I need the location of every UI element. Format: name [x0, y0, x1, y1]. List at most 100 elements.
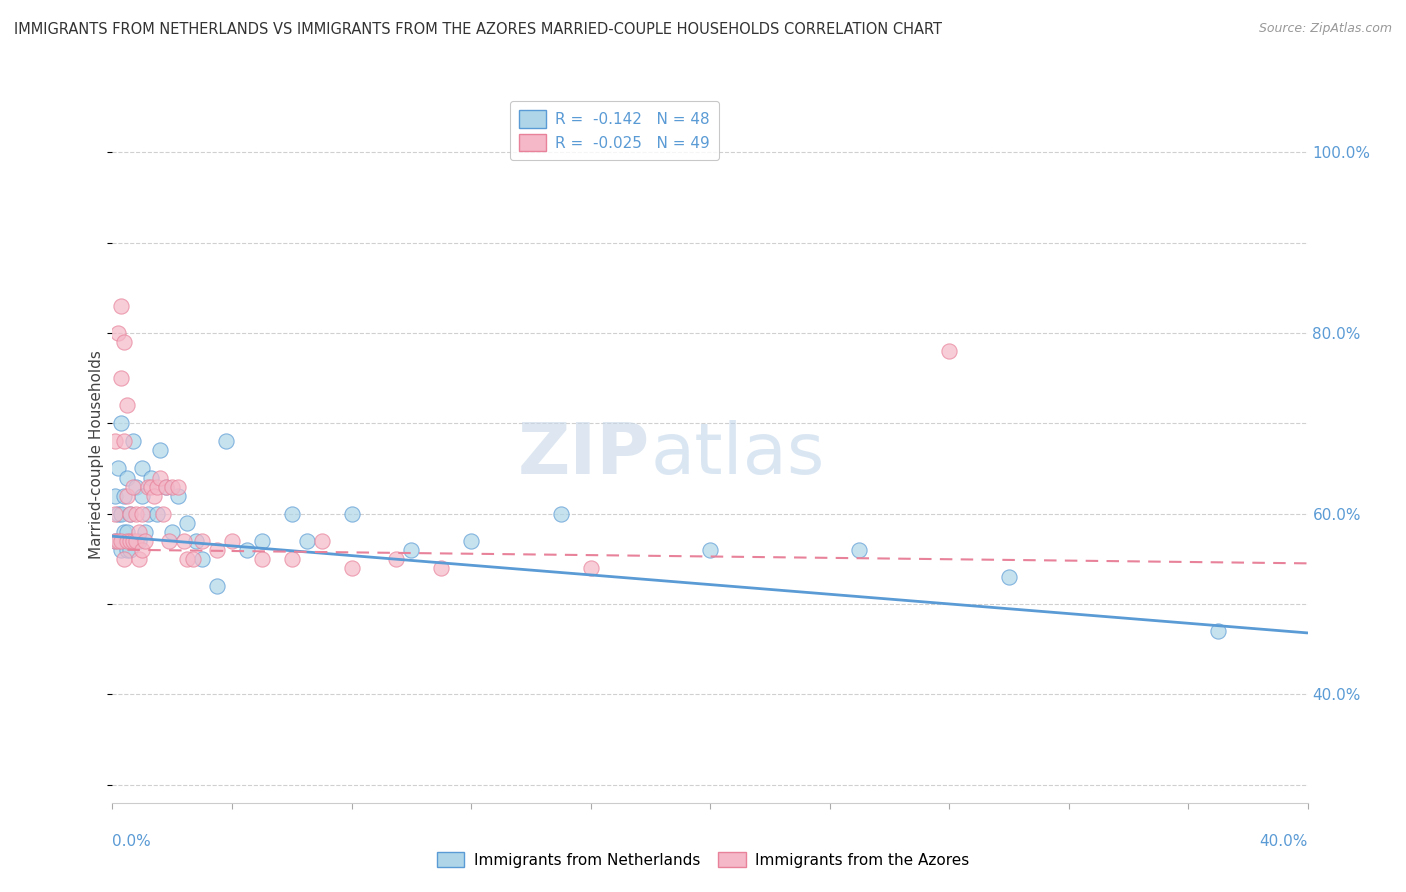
Point [125, 479, 148, 493]
Point [295, 533, 318, 548]
Point [128, 551, 150, 566]
Point [134, 524, 156, 539]
Point [205, 542, 228, 557]
Point [579, 561, 602, 575]
Point [221, 533, 243, 548]
Legend: R =  -0.142   N = 48, R =  -0.025   N = 49: R = -0.142 N = 48, R = -0.025 N = 49 [509, 101, 720, 161]
Text: atlas: atlas [650, 420, 825, 490]
Point [848, 542, 870, 557]
Point [550, 507, 572, 521]
Point [114, 551, 135, 566]
Point [117, 533, 139, 548]
Point [110, 533, 132, 548]
Point [155, 479, 177, 493]
Point [138, 479, 160, 493]
Legend: Immigrants from Netherlands, Immigrants from the Azores: Immigrants from Netherlands, Immigrants … [429, 844, 977, 875]
Point [938, 344, 960, 359]
Point [181, 551, 204, 566]
Point [114, 434, 135, 449]
Point [998, 570, 1021, 584]
Point [176, 551, 198, 566]
Point [120, 533, 142, 548]
Point [120, 507, 142, 521]
Y-axis label: Married-couple Households: Married-couple Households [89, 351, 104, 559]
Point [146, 507, 169, 521]
Point [131, 489, 153, 503]
Point [149, 470, 172, 484]
Point [162, 524, 183, 539]
Point [122, 533, 145, 548]
Point [131, 507, 153, 521]
Point [114, 489, 135, 503]
Point [191, 533, 214, 548]
Point [311, 533, 333, 548]
Point [110, 542, 132, 557]
Point [385, 551, 408, 566]
Point [281, 507, 304, 521]
Text: ZIP: ZIP [517, 420, 650, 490]
Point [173, 533, 195, 548]
Text: Source: ZipAtlas.com: Source: ZipAtlas.com [1258, 22, 1392, 36]
Point [104, 533, 127, 548]
Point [250, 533, 273, 548]
Point [114, 524, 135, 539]
Point [146, 479, 169, 493]
Point [134, 533, 156, 548]
Point [117, 398, 139, 412]
Point [125, 507, 148, 521]
Point [110, 507, 132, 521]
Point [176, 516, 198, 530]
Text: 40.0%: 40.0% [1260, 834, 1308, 849]
Point [107, 326, 129, 340]
Point [104, 489, 127, 503]
Point [281, 551, 304, 566]
Point [141, 479, 163, 493]
Point [117, 470, 139, 484]
Point [110, 371, 132, 385]
Point [107, 507, 129, 521]
Point [401, 542, 423, 557]
Point [460, 533, 482, 548]
Point [1206, 624, 1229, 639]
Point [157, 533, 180, 548]
Point [149, 443, 172, 458]
Point [340, 561, 363, 575]
Point [107, 461, 129, 475]
Point [152, 507, 174, 521]
Point [143, 489, 166, 503]
Point [236, 542, 259, 557]
Point [131, 461, 153, 475]
Point [340, 507, 363, 521]
Point [122, 479, 145, 493]
Point [114, 334, 135, 349]
Point [122, 434, 145, 449]
Text: IMMIGRANTS FROM NETHERLANDS VS IMMIGRANTS FROM THE AZORES MARRIED-COUPLE HOUSEHO: IMMIGRANTS FROM NETHERLANDS VS IMMIGRANT… [14, 22, 942, 37]
Point [117, 489, 139, 503]
Point [167, 479, 190, 493]
Point [205, 579, 228, 593]
Point [110, 299, 132, 313]
Point [191, 551, 214, 566]
Point [131, 542, 153, 557]
Point [141, 470, 163, 484]
Point [167, 489, 190, 503]
Point [104, 434, 127, 449]
Point [138, 507, 160, 521]
Point [215, 434, 238, 449]
Point [104, 533, 127, 548]
Point [125, 533, 148, 548]
Point [110, 417, 132, 431]
Point [162, 479, 183, 493]
Point [104, 507, 127, 521]
Point [117, 524, 139, 539]
Point [107, 533, 129, 548]
Point [430, 561, 453, 575]
Point [186, 533, 208, 548]
Point [128, 533, 150, 548]
Point [117, 542, 139, 557]
Point [155, 479, 177, 493]
Point [128, 524, 150, 539]
Point [120, 542, 142, 557]
Point [250, 551, 273, 566]
Point [699, 542, 721, 557]
